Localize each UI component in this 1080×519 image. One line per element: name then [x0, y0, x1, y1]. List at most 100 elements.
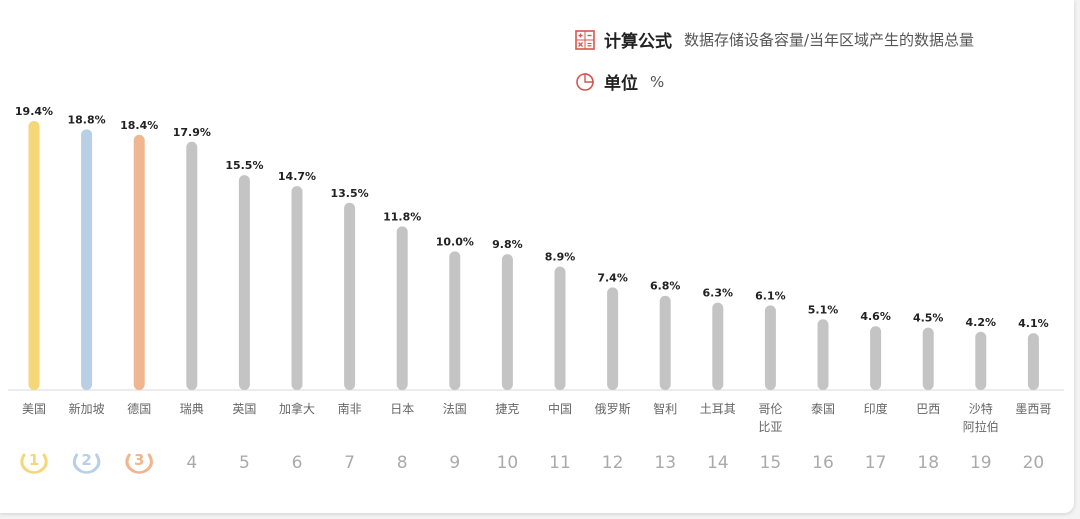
bar	[291, 186, 303, 390]
rank-number: 2	[81, 451, 91, 469]
category-label-line: 印度	[864, 401, 888, 416]
bar	[238, 175, 250, 390]
value-label: 18.8%	[68, 113, 106, 126]
value-label: 10.0%	[436, 235, 474, 248]
category-label: 俄罗斯	[595, 402, 631, 416]
category-label-line: 英国	[232, 402, 256, 416]
rank-number: 5	[239, 453, 250, 473]
category-label-line: 泰国	[811, 402, 835, 416]
category-label-line: 墨西哥	[1015, 402, 1051, 416]
bar	[396, 226, 408, 390]
bar	[1027, 333, 1039, 390]
rank-number: 14	[707, 453, 729, 473]
value-label: 19.4%	[15, 105, 53, 118]
rank-number: 11	[549, 453, 571, 473]
bar	[344, 202, 356, 390]
value-label: 7.4%	[597, 271, 628, 284]
value-label: 6.3%	[703, 287, 734, 300]
category-label: 巴西	[916, 402, 940, 416]
category-label: 哥伦比亚	[758, 401, 782, 434]
category-label: 印度	[864, 401, 888, 416]
bar	[870, 326, 882, 390]
category-label-line: 阿拉伯	[963, 419, 999, 434]
category-label-line: 瑞典	[180, 402, 204, 416]
value-label: 15.5%	[225, 159, 263, 172]
bar	[28, 121, 40, 390]
rank-number: 19	[970, 453, 992, 473]
category-label-line: 日本	[390, 402, 414, 416]
bar	[659, 295, 671, 390]
calculator-icon	[575, 29, 595, 50]
category-label: 捷克	[495, 402, 519, 416]
rank-number: 7	[344, 453, 355, 473]
category-label-line: 沙特	[969, 401, 993, 416]
category-label: 墨西哥	[1015, 402, 1051, 416]
rank-number: 17	[865, 453, 887, 473]
category-label-line: 土耳其	[700, 402, 736, 416]
value-label: 14.7%	[278, 170, 316, 183]
category-label-line: 比亚	[758, 420, 782, 434]
category-label-line: 智利	[653, 401, 677, 416]
category-label: 中国	[548, 401, 572, 416]
value-label: 8.9%	[545, 251, 576, 264]
value-label: 4.6%	[860, 310, 891, 323]
category-label-line: 德国	[127, 401, 151, 416]
rank-number: 20	[1023, 453, 1045, 473]
rank-number: 9	[449, 453, 460, 473]
value-label: 4.5%	[913, 312, 944, 325]
unit-legend: 单位 %	[574, 69, 664, 94]
formula-legend: 计算公式 数据存储设备容量/当年区域产生的数据总量	[574, 27, 974, 52]
bar	[449, 251, 461, 390]
formula-text: 数据存储设备容量/当年区域产生的数据总量	[684, 31, 975, 49]
category-label: 沙特阿拉伯	[963, 401, 999, 434]
pie-chart-icon	[576, 72, 594, 91]
value-label: 5.1%	[808, 303, 839, 316]
rank-number: 12	[602, 453, 624, 473]
category-label: 英国	[232, 402, 256, 416]
bar	[186, 141, 198, 390]
bar	[764, 305, 776, 390]
value-label: 9.8%	[492, 238, 523, 251]
category-label: 智利	[653, 401, 677, 416]
rank-number: 13	[654, 453, 676, 473]
value-label: 13.5%	[331, 187, 369, 200]
value-label: 6.8%	[650, 280, 681, 293]
category-label: 德国	[127, 401, 151, 416]
category-label: 泰国	[811, 402, 835, 416]
medal-icon	[72, 453, 101, 474]
rank-number: 1	[29, 451, 39, 469]
category-label: 加拿大	[279, 401, 315, 416]
category-label-line: 新加坡	[69, 401, 105, 416]
category-label-line: 美国	[22, 402, 46, 416]
category-label: 瑞典	[180, 402, 204, 416]
rank-number: 16	[812, 453, 834, 473]
rank-number: 10	[497, 453, 519, 473]
value-label: 4.1%	[1018, 317, 1049, 330]
unit-label: 单位	[604, 74, 638, 94]
category-label: 新加坡	[69, 401, 105, 416]
rank-number: 8	[397, 453, 408, 473]
category-label-line: 巴西	[916, 402, 940, 416]
category-label: 日本	[390, 402, 414, 416]
category-label: 美国	[22, 402, 46, 416]
bar	[817, 319, 829, 390]
category-label-line: 法国	[443, 402, 467, 416]
bar	[81, 129, 93, 390]
rank-number: 18	[917, 453, 939, 473]
bar	[975, 331, 987, 390]
bar	[922, 327, 934, 390]
bar	[554, 266, 566, 390]
category-label-line: 俄罗斯	[595, 402, 631, 416]
category-label: 南非	[338, 401, 362, 416]
bar	[133, 134, 145, 390]
rank-number: 6	[292, 453, 303, 473]
formula-label: 计算公式	[604, 32, 672, 52]
medal-icon	[125, 453, 153, 474]
rank-number: 3	[134, 451, 144, 469]
rank-number: 4	[186, 453, 197, 473]
unit-text: %	[650, 72, 665, 91]
category-label-line: 中国	[548, 401, 572, 416]
bar	[501, 254, 513, 390]
